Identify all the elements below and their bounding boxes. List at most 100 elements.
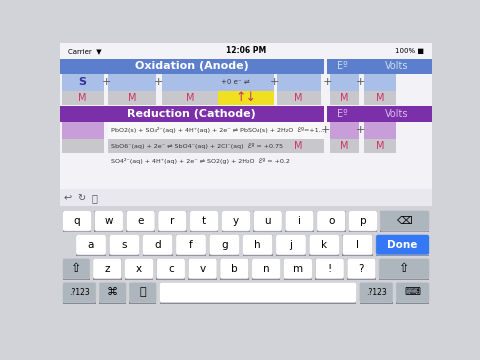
Text: 12:06 PM: 12:06 PM xyxy=(226,46,266,55)
Bar xyxy=(143,235,173,256)
Text: M: M xyxy=(78,93,87,103)
Text: PbO2(s) + SO₄²⁻(aq) + 4H⁺(aq) + 2e⁻ ⇌ PbSO₄(s) + 2H₂O  ℰº=+1...: PbO2(s) + SO₄²⁻(aq) + 4H⁺(aq) + 2e⁻ ⇌ Pb… xyxy=(111,127,325,133)
Text: M: M xyxy=(294,141,303,150)
Bar xyxy=(188,259,217,280)
Text: t: t xyxy=(202,216,206,226)
Bar xyxy=(159,283,357,304)
Bar xyxy=(130,283,156,304)
Bar xyxy=(285,211,314,232)
FancyBboxPatch shape xyxy=(125,258,154,279)
FancyBboxPatch shape xyxy=(222,211,250,231)
Bar xyxy=(343,235,372,256)
Text: +: + xyxy=(102,77,111,87)
FancyBboxPatch shape xyxy=(285,211,314,231)
Text: S: S xyxy=(78,77,86,87)
FancyBboxPatch shape xyxy=(109,235,139,255)
FancyBboxPatch shape xyxy=(63,282,96,303)
FancyBboxPatch shape xyxy=(130,282,156,303)
Text: M: M xyxy=(186,93,194,103)
Bar xyxy=(61,91,104,105)
Text: +: + xyxy=(270,77,279,87)
FancyBboxPatch shape xyxy=(315,258,344,279)
Text: o: o xyxy=(328,216,335,226)
FancyBboxPatch shape xyxy=(63,258,90,279)
Bar xyxy=(315,259,344,280)
Bar xyxy=(330,139,359,153)
Bar xyxy=(190,211,218,232)
Bar xyxy=(284,259,312,280)
FancyBboxPatch shape xyxy=(176,235,206,255)
Text: d: d xyxy=(155,240,161,250)
FancyBboxPatch shape xyxy=(376,235,429,255)
FancyBboxPatch shape xyxy=(158,211,187,231)
Text: ⌫: ⌫ xyxy=(397,216,413,226)
Text: ⇧: ⇧ xyxy=(71,262,82,275)
Bar xyxy=(99,283,126,304)
Bar xyxy=(60,59,324,74)
FancyBboxPatch shape xyxy=(381,211,429,231)
Bar xyxy=(253,211,282,232)
Text: w: w xyxy=(105,216,113,226)
Bar xyxy=(348,211,377,232)
Text: ↑↓: ↑↓ xyxy=(236,91,256,104)
Text: +: + xyxy=(356,77,365,87)
Text: q: q xyxy=(74,216,80,226)
Text: r: r xyxy=(170,216,175,226)
Text: !: ! xyxy=(327,264,332,274)
Text: Carrier  ▼: Carrier ▼ xyxy=(68,48,101,54)
FancyBboxPatch shape xyxy=(396,282,429,303)
Bar xyxy=(60,189,432,206)
FancyBboxPatch shape xyxy=(99,282,126,303)
Text: p: p xyxy=(360,216,366,226)
Bar xyxy=(277,74,321,91)
Bar xyxy=(61,139,104,153)
Bar xyxy=(381,211,429,232)
FancyBboxPatch shape xyxy=(284,258,312,279)
Bar xyxy=(364,122,396,139)
Text: M: M xyxy=(128,93,136,103)
Bar xyxy=(209,235,240,256)
Bar xyxy=(108,122,324,139)
Bar xyxy=(364,139,396,153)
Bar xyxy=(327,106,432,122)
Text: Reduction (Cathode): Reduction (Cathode) xyxy=(127,109,256,119)
FancyBboxPatch shape xyxy=(209,235,240,255)
Bar xyxy=(330,74,359,91)
Bar xyxy=(330,91,359,105)
Text: Volts: Volts xyxy=(385,61,409,71)
Text: +: + xyxy=(320,125,330,135)
Text: +: + xyxy=(356,125,365,135)
Text: Eº: Eº xyxy=(337,109,348,119)
FancyBboxPatch shape xyxy=(76,235,106,255)
FancyBboxPatch shape xyxy=(252,258,280,279)
FancyBboxPatch shape xyxy=(317,211,346,231)
Text: x: x xyxy=(136,264,142,274)
FancyBboxPatch shape xyxy=(220,258,249,279)
FancyBboxPatch shape xyxy=(348,211,377,231)
Text: k: k xyxy=(321,240,327,250)
Text: SO4²⁻(aq) + 4H⁺(aq) + 2e⁻ ⇌ SO2(g) + 2H₂O  ℰº = +0.2: SO4²⁻(aq) + 4H⁺(aq) + 2e⁻ ⇌ SO2(g) + 2H₂… xyxy=(111,158,290,164)
Bar xyxy=(396,283,429,304)
Text: e: e xyxy=(137,216,144,226)
Bar xyxy=(63,283,96,304)
Bar xyxy=(125,259,154,280)
Text: ⌕: ⌕ xyxy=(140,287,146,297)
FancyBboxPatch shape xyxy=(242,235,273,255)
Text: M: M xyxy=(294,93,303,103)
Text: u: u xyxy=(264,216,271,226)
Bar xyxy=(252,259,280,280)
FancyBboxPatch shape xyxy=(253,211,282,231)
Text: b: b xyxy=(231,264,238,274)
Bar xyxy=(218,74,274,91)
Bar xyxy=(61,74,104,91)
Text: ⌨: ⌨ xyxy=(405,287,420,297)
Bar xyxy=(162,91,218,105)
Text: Eº: Eº xyxy=(337,61,348,71)
Text: +: + xyxy=(154,77,163,87)
Text: n: n xyxy=(263,264,269,274)
Bar xyxy=(108,139,324,153)
Text: Volts: Volts xyxy=(385,109,409,119)
FancyBboxPatch shape xyxy=(159,282,357,303)
Bar xyxy=(222,211,250,232)
Text: M: M xyxy=(340,93,348,103)
